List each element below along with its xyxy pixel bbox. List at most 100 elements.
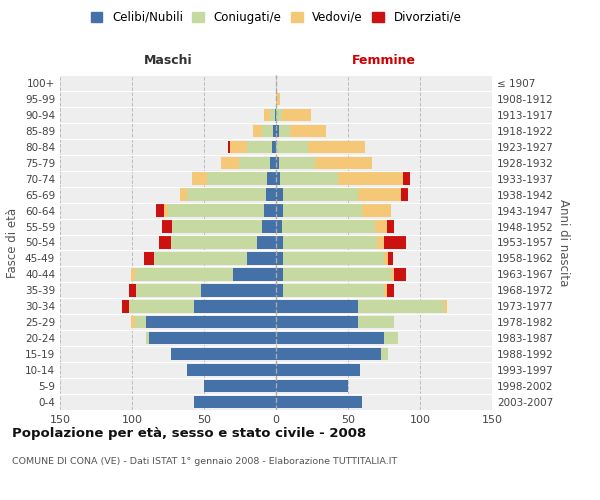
Bar: [171, 236, 257, 248]
Bar: [221, 156, 239, 169]
Bar: [247, 140, 272, 153]
Bar: [162, 220, 172, 233]
Bar: [282, 108, 311, 121]
Bar: [129, 284, 136, 296]
Bar: [391, 268, 394, 280]
Bar: [135, 268, 233, 280]
Bar: [276, 332, 384, 344]
Bar: [279, 156, 315, 169]
Bar: [135, 316, 146, 328]
Bar: [257, 236, 276, 248]
Bar: [273, 124, 276, 137]
Bar: [154, 252, 247, 264]
Bar: [276, 236, 283, 248]
Bar: [187, 188, 266, 201]
Bar: [201, 284, 276, 296]
Bar: [149, 332, 276, 344]
Bar: [143, 252, 154, 264]
Bar: [146, 332, 149, 344]
Bar: [315, 156, 373, 169]
Bar: [384, 284, 387, 296]
Bar: [276, 92, 280, 105]
Bar: [265, 108, 270, 121]
Bar: [276, 172, 280, 185]
Bar: [131, 316, 135, 328]
Bar: [338, 172, 403, 185]
Bar: [122, 300, 129, 312]
Bar: [283, 268, 391, 280]
Bar: [270, 108, 275, 121]
Text: Maschi: Maschi: [143, 54, 193, 67]
Bar: [403, 172, 410, 185]
Bar: [253, 124, 262, 137]
Text: COMUNE DI CONA (VE) - Dati ISTAT 1° gennaio 2008 - Elaborazione TUTTITALIA.IT: COMUNE DI CONA (VE) - Dati ISTAT 1° genn…: [12, 458, 397, 466]
Bar: [445, 300, 448, 312]
Bar: [308, 140, 365, 153]
Bar: [239, 156, 270, 169]
Text: Popolazione per età, sesso e stato civile - 2008: Popolazione per età, sesso e stato civil…: [12, 428, 366, 440]
Bar: [283, 236, 377, 248]
Bar: [204, 380, 276, 392]
Bar: [283, 204, 362, 217]
Bar: [384, 252, 388, 264]
Text: Femmine: Femmine: [352, 54, 416, 67]
Bar: [171, 348, 276, 360]
Bar: [247, 252, 276, 264]
Bar: [388, 252, 392, 264]
Bar: [358, 188, 401, 201]
Legend: Celibi/Nubili, Coniugati/e, Vedovi/e, Divorziati/e: Celibi/Nubili, Coniugati/e, Vedovi/e, Di…: [91, 11, 461, 24]
Bar: [275, 108, 276, 121]
Bar: [401, 188, 409, 201]
Bar: [276, 348, 381, 360]
Bar: [172, 220, 262, 233]
Bar: [193, 172, 207, 185]
Bar: [276, 396, 362, 408]
Y-axis label: Anni di nascita: Anni di nascita: [557, 199, 570, 286]
Bar: [129, 300, 194, 312]
Bar: [194, 396, 276, 408]
Bar: [276, 252, 283, 264]
Bar: [276, 268, 283, 280]
Bar: [276, 364, 359, 376]
Bar: [276, 108, 282, 121]
Bar: [187, 364, 276, 376]
Bar: [384, 236, 406, 248]
Bar: [358, 300, 445, 312]
Bar: [279, 124, 290, 137]
Bar: [266, 188, 276, 201]
Bar: [265, 204, 276, 217]
Bar: [377, 236, 384, 248]
Bar: [270, 156, 276, 169]
Bar: [262, 124, 273, 137]
Bar: [160, 236, 171, 248]
Bar: [276, 380, 348, 392]
Bar: [164, 204, 168, 217]
Bar: [276, 156, 279, 169]
Bar: [276, 204, 283, 217]
Bar: [358, 316, 394, 328]
Bar: [283, 284, 384, 296]
Bar: [282, 220, 376, 233]
Bar: [280, 172, 338, 185]
Bar: [290, 124, 326, 137]
Bar: [207, 172, 268, 185]
Bar: [276, 316, 358, 328]
Bar: [387, 220, 394, 233]
Bar: [268, 172, 276, 185]
Bar: [131, 268, 135, 280]
Bar: [233, 268, 276, 280]
Bar: [394, 268, 406, 280]
Bar: [381, 348, 388, 360]
Bar: [276, 300, 358, 312]
Bar: [146, 316, 276, 328]
Bar: [276, 124, 279, 137]
Bar: [262, 220, 276, 233]
Bar: [136, 284, 201, 296]
Bar: [157, 204, 164, 217]
Bar: [272, 140, 276, 153]
Y-axis label: Fasce di età: Fasce di età: [7, 208, 19, 278]
Bar: [387, 284, 394, 296]
Bar: [194, 300, 276, 312]
Bar: [276, 220, 282, 233]
Bar: [230, 140, 247, 153]
